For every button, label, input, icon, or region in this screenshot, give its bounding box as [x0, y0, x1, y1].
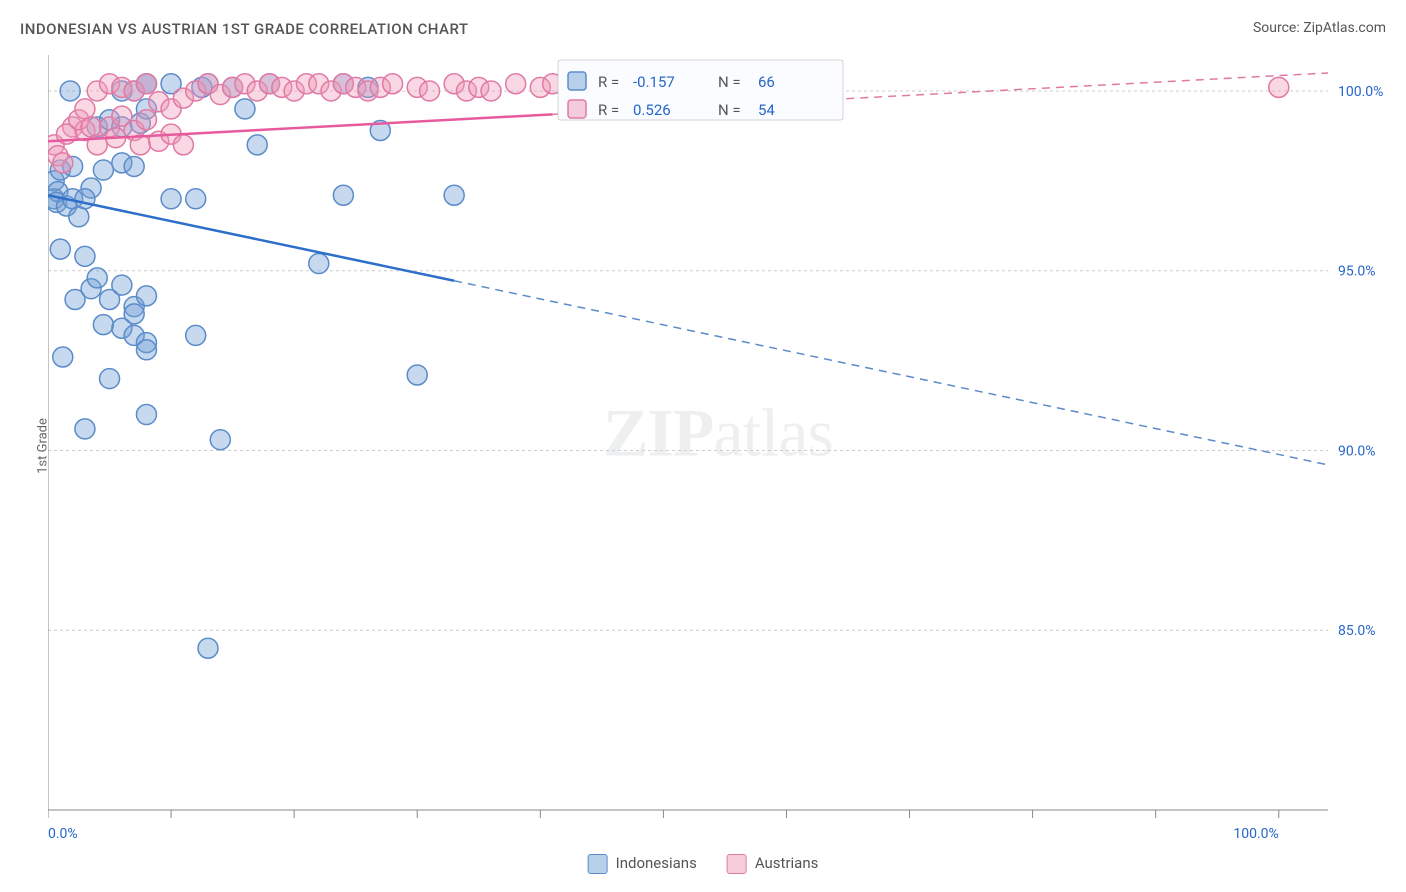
- source-attribution: Source: ZipAtlas.com: [1253, 20, 1386, 36]
- svg-text:85.0%: 85.0%: [1338, 623, 1376, 639]
- legend-item-indonesians: Indonesians: [588, 854, 697, 874]
- svg-text:R =: R =: [598, 101, 619, 119]
- svg-text:N =: N =: [718, 101, 741, 119]
- svg-text:R =: R =: [598, 73, 619, 91]
- svg-text:N =: N =: [718, 73, 741, 91]
- source-value: ZipAtlas.com: [1303, 20, 1386, 36]
- chart-svg: 85.0% 90.0% 95.0% 100.0% 0.0% 100.0% R = -0.15…: [48, 55, 1388, 855]
- svg-text:100.0%: 100.0%: [1338, 84, 1383, 100]
- bottom-legend: Indonesians Austrians: [588, 854, 819, 874]
- source-label: Source:: [1253, 20, 1303, 36]
- svg-text:-0.157: -0.157: [633, 73, 675, 91]
- svg-text:100.0%: 100.0%: [1233, 826, 1278, 842]
- chart-title: INDONESIAN VS AUSTRIAN 1ST GRADE CORRELA…: [20, 20, 469, 38]
- svg-text:66: 66: [758, 73, 775, 91]
- svg-text:95.0%: 95.0%: [1338, 264, 1376, 280]
- legend-item-austrians: Austrians: [727, 854, 819, 874]
- svg-text:0.526: 0.526: [633, 101, 671, 119]
- legend-label-austrians: Austrians: [755, 854, 819, 872]
- chart-container: INDONESIAN VS AUSTRIAN 1ST GRADE CORRELA…: [0, 0, 1406, 892]
- svg-text:0.0%: 0.0%: [48, 826, 78, 842]
- svg-text:90.0%: 90.0%: [1338, 443, 1376, 459]
- svg-text:54: 54: [758, 101, 775, 119]
- legend-chip-pink: [727, 854, 747, 874]
- chart-plot-area: 85.0%90.0%95.0%100.0%0.0%100.0%R = -0.15…: [48, 55, 1388, 810]
- legend-chip-blue: [588, 854, 608, 874]
- legend-label-indonesians: Indonesians: [616, 854, 697, 872]
